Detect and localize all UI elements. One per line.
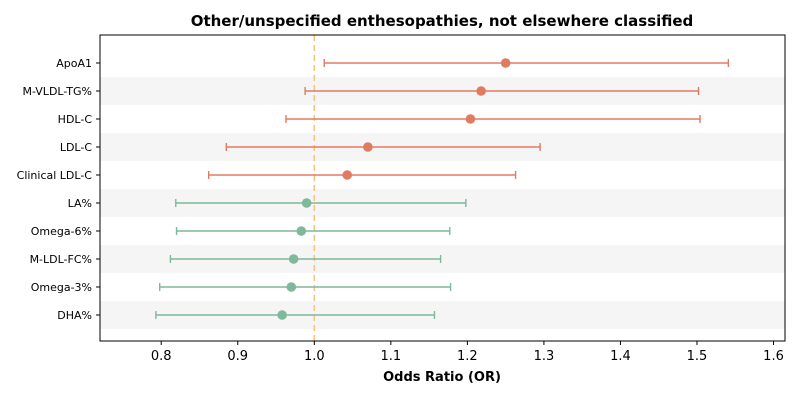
x-tick-label: 1.4 xyxy=(610,349,631,364)
plot-frame xyxy=(99,34,786,342)
x-tick-label: 0.8 xyxy=(151,349,172,364)
y-tick-label: Clinical LDL-C xyxy=(17,169,93,182)
x-tick-label: 1.6 xyxy=(763,349,784,364)
y-tick-label: M-VLDL-TG% xyxy=(22,85,92,98)
or-point xyxy=(476,86,486,96)
or-point xyxy=(342,170,353,180)
y-tick-label: HDL-C xyxy=(58,113,93,126)
or-point xyxy=(288,254,299,264)
data-rows xyxy=(155,58,730,320)
x-tick-label: 1.0 xyxy=(304,349,325,364)
x-tick-label: 1.5 xyxy=(687,349,708,364)
y-tick-label: Omega-3% xyxy=(31,281,92,294)
x-tick-label: 1.3 xyxy=(534,349,555,364)
or-point xyxy=(500,58,511,68)
y-tick-label: Omega-6% xyxy=(31,225,92,238)
x-axis: 0.8 0.9 1.0 1.1 1.2 1.3 1.4 1.5 1.6 xyxy=(151,341,784,364)
y-tick-label: LA% xyxy=(68,197,92,210)
or-point xyxy=(465,114,476,124)
chart-title: Other/unspecified enthesopathies, not el… xyxy=(191,12,694,30)
y-tick-label: ApoA1 xyxy=(56,57,92,70)
x-tick-label: 0.9 xyxy=(227,349,248,364)
x-tick-label: 1.1 xyxy=(380,349,401,364)
x-axis-label: Odds Ratio (OR) xyxy=(383,370,501,385)
or-point xyxy=(277,310,287,320)
or-point xyxy=(296,226,307,236)
or-point xyxy=(301,198,312,208)
y-tick-label: LDL-C xyxy=(60,141,93,154)
y-tick-label: M-LDL-FC% xyxy=(30,253,92,266)
y-axis-labels: ApoA1 M-VLDL-TG% HDL-C LDL-C Clinical LDL-C L… xyxy=(17,57,100,322)
y-tick-label: DHA% xyxy=(57,309,92,322)
or-point xyxy=(363,142,373,152)
x-tick-label: 1.2 xyxy=(457,349,478,364)
or-point xyxy=(286,282,297,292)
